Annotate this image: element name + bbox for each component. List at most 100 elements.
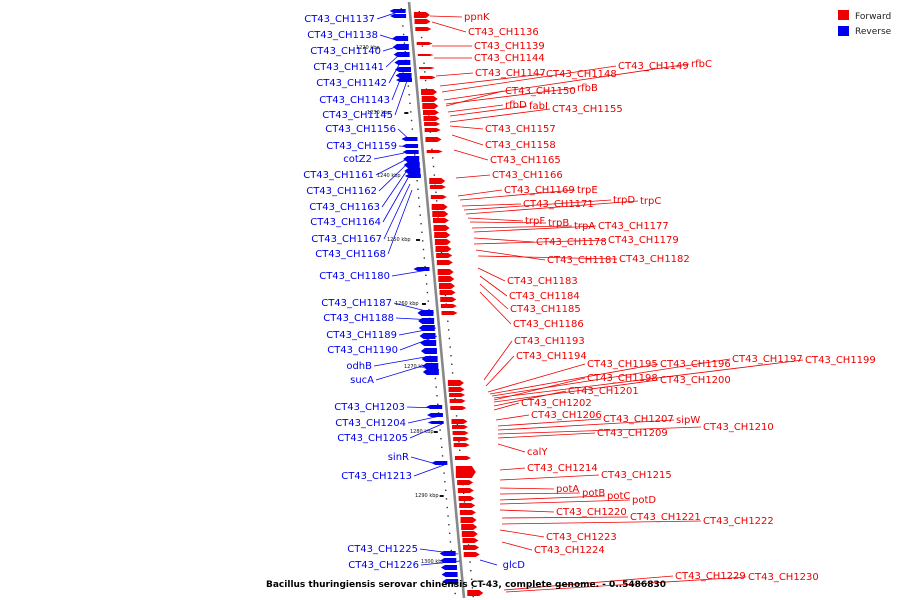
forward-gene: [450, 406, 467, 410]
forward-gene-label: CT43_CH1147: [475, 68, 546, 79]
forward-gene: [429, 185, 446, 189]
forward-connector: [435, 72, 474, 77]
reverse-gene-label: CT43_CH1159: [326, 141, 397, 152]
forward-gene: [462, 538, 479, 543]
genome-caption: Bacillus thuringiensis serovar chinensis…: [266, 580, 666, 590]
axis-minor-tick: [472, 595, 474, 598]
reverse-connector: [382, 177, 409, 223]
reverse-gene-label: CT43_CH1167: [311, 234, 382, 245]
reverse-gene: [390, 14, 407, 18]
reverse-gene: [418, 318, 435, 324]
reverse-gene: [403, 156, 420, 162]
reverse-gene: [420, 340, 437, 346]
axis-minor-tick: [462, 492, 465, 494]
axis-minor-tick: [407, 85, 410, 87]
forward-gene: [441, 311, 458, 315]
forward-connector: [501, 541, 533, 551]
reverse-gene: [427, 421, 444, 424]
forward-gene: [424, 122, 441, 126]
axis-minor-tick: [424, 71, 426, 73]
forward-gene: [449, 393, 466, 397]
axis-minor-tick: [454, 592, 456, 595]
forward-gene: [432, 218, 449, 223]
forward-connector: [499, 492, 581, 495]
forward-connector: [479, 275, 508, 297]
forward-connector: [477, 267, 506, 282]
forward-gene-label: CT43_CH1207: [603, 414, 674, 425]
forward-gene: [459, 510, 476, 515]
reverse-gene-label: CT43_CH1137: [304, 14, 375, 25]
reverse-gene: [431, 461, 448, 465]
reverse-gene-label: CT43_CH1145: [322, 110, 393, 121]
reverse-gene: [426, 405, 443, 409]
forward-gene-label: CT43_CH1186: [513, 319, 584, 330]
forward-gene-label: trpD: [613, 195, 635, 206]
reverse-gene-label: CT43_CH1168: [315, 249, 386, 260]
reverse-gene-label: cotZ2: [343, 154, 372, 165]
forward-gene: [426, 150, 443, 153]
forward-connector: [477, 255, 618, 260]
forward-connector: [495, 414, 530, 421]
forward-connector: [479, 283, 509, 310]
reverse-gene-label: sucA: [350, 375, 374, 386]
axis-tick-label: 1240 kbp: [377, 173, 401, 179]
forward-connector: [491, 358, 731, 397]
axis-minor-tick: [424, 266, 426, 268]
reverse-gene: [392, 36, 409, 41]
axis-minor-tick: [425, 274, 427, 276]
axis-minor-tick: [444, 489, 447, 491]
axis-minor-tick: [459, 449, 461, 451]
forward-connector: [497, 419, 675, 431]
forward-gene-label: CT43_CH1149: [618, 61, 689, 72]
forward-gene-label: CT43_CH1196: [660, 359, 731, 370]
forward-connector: [499, 499, 631, 505]
axis-major-tick: [416, 239, 421, 241]
forward-gene: [424, 128, 441, 132]
axis-minor-tick: [447, 320, 449, 322]
forward-gene: [453, 443, 470, 447]
axis-major-tick: [421, 303, 426, 305]
forward-gene: [425, 137, 442, 142]
forward-connector: [501, 516, 629, 519]
axis-tick-label: 1220 kbp: [356, 45, 380, 51]
gene-labels: CT43_CH1137 CT43_CH1138 CT43_CH1140 CT43_CH…: [303, 12, 876, 583]
forward-connector: [445, 87, 576, 105]
axis-minor-tick: [420, 36, 423, 39]
axis-minor-tick: [418, 197, 420, 199]
axis-major-tick: [433, 431, 438, 433]
forward-gene: [447, 380, 464, 386]
reverse-gene-label: CT43_CH1143: [319, 95, 390, 106]
forward-connector: [493, 377, 586, 401]
forward-gene-label: calY: [527, 447, 548, 458]
forward-gene-label: rfbD: [505, 100, 527, 111]
reverse-gene-label: CT43_CH1161: [303, 170, 374, 181]
forward-connector: [449, 105, 528, 117]
forward-gene: [434, 239, 451, 245]
reverse-gene: [439, 551, 456, 556]
forward-gene: [415, 27, 432, 31]
axis-minor-tick: [444, 294, 447, 297]
forward-gene-label: CT43_CH1177: [598, 221, 669, 232]
axis-minor-tick: [403, 42, 406, 44]
forward-connector: [485, 355, 515, 387]
axis-minor-tick: [440, 251, 443, 254]
axis-minor-tick: [434, 377, 437, 380]
reverse-gene: [396, 78, 413, 82]
axis-minor-tick: [423, 257, 425, 259]
reverse-gene: [403, 162, 420, 168]
axis-minor-tick: [402, 25, 404, 27]
axis-minor-tick: [420, 223, 422, 225]
reverse-connector: [376, 11, 399, 20]
forward-gene-label: CT43_CH1229: [675, 571, 746, 582]
reverse-gene: [401, 137, 418, 141]
reverse-gene-label: CT43_CH1225: [347, 544, 418, 555]
axis-minor-tick: [446, 506, 448, 509]
forward-gene-label: CT43_CH1222: [703, 516, 774, 527]
forward-gene: [421, 89, 438, 95]
forward-gene: [463, 552, 480, 557]
reverse-gene-label: CT43_CH1156: [325, 124, 396, 135]
axis-minor-tick: [416, 180, 418, 182]
forward-connector: [475, 249, 546, 261]
forward-gene-label: CT43_CH1224: [534, 545, 605, 556]
